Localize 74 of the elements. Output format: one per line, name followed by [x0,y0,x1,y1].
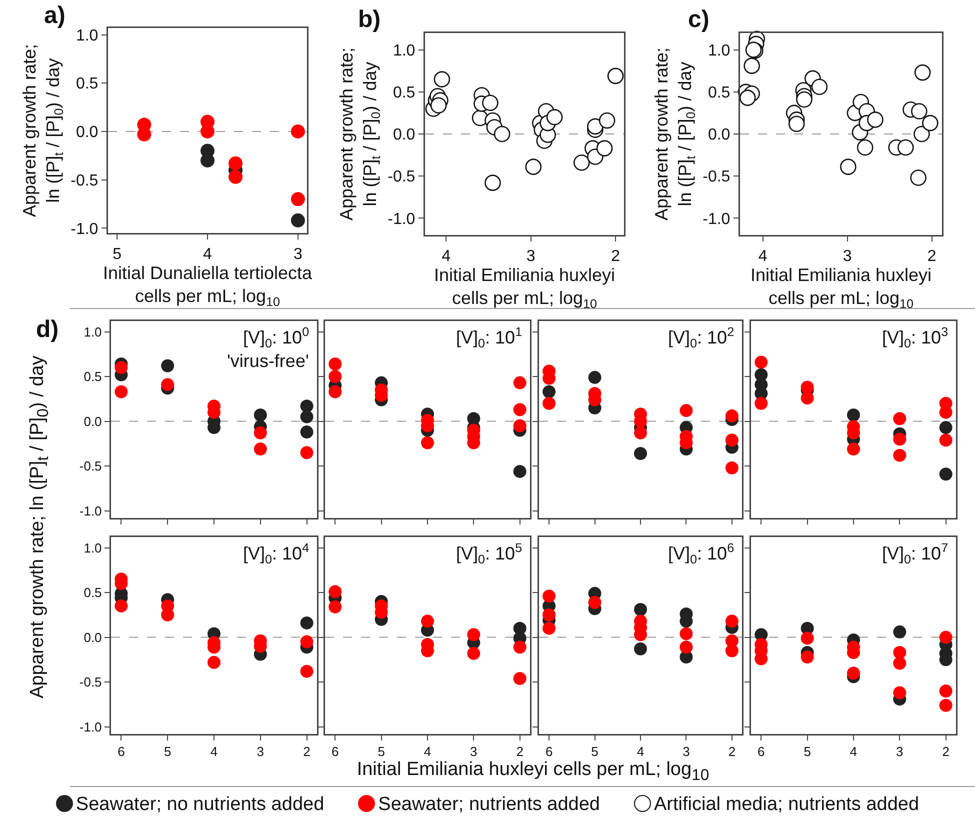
y-tick-label: 0.5 [84,585,102,600]
x-axis-title: Initial Emiliania huxleyi cells per mL; log$_{10}$ [434,264,616,311]
annotation: [V]$_{0}$: 10$^{7}$ [882,541,948,566]
y-tick-label: 1.0 [76,27,98,44]
chart-title: d) [36,316,59,344]
y-tick-label: -0.5 [79,674,102,690]
chart-title: b) [358,6,381,34]
annotation: [V]$_{0}$: 10$^{6}$ [668,541,734,566]
annotation: [V]$_{0}$: 10$^{4}$ [243,541,310,566]
x-tick-label: 6 [758,744,765,760]
y-tick-label: 0.5 [84,369,102,384]
annotation: 'virus-free' [227,351,309,371]
y-tick-label: -0.5 [388,168,416,186]
y-tick-label: 0.0 [392,126,416,144]
x-tick-label: 6 [118,744,125,760]
y-tick-label: -1.0 [702,210,730,228]
annotation: [V]$_{0}$: 10$^{0}$ [243,325,310,350]
x-tick-label: 3 [526,248,536,265]
x-tick-label: 3 [470,744,478,760]
y-tick-label: 1.0 [84,540,102,556]
annotation: [V]$_{0}$: 10$^{3}$ [882,325,948,350]
annotation: [V]$_{0}$: 10$^{2}$ [668,325,734,350]
annotation: [V]$_{0}$: 10$^{1}$ [456,325,522,350]
y-tick-label: -1.0 [79,719,102,734]
y-tick-label: 0.0 [84,630,102,645]
x-tick-label: 6 [545,744,553,760]
x-tick-label: 3 [682,744,690,760]
y-tick-label: -0.5 [70,172,98,190]
x-tick-label: 3 [896,744,904,760]
x-axis-title: Initial Emiliania huxleyi cells per mL; log$_{10}$ [356,759,710,785]
x-tick-label: 3 [842,248,852,265]
y-tick-label: 1.0 [392,42,416,60]
y-tick-label: -1.0 [79,503,102,518]
x-tick-label: 4 [424,744,432,760]
chart-title: a) [44,2,66,30]
y-tick-label: 1.0 [84,324,102,340]
x-axis-title: Initial Emiliania huxleyi cells per mL; log$_{10}$ [750,264,932,311]
x-tick-label: 2 [728,744,736,760]
legend-label: Seawater; no nutrients added [76,794,324,815]
y-tick-label: 0.0 [84,414,102,429]
y-tick-label: -1.0 [388,210,416,228]
x-tick-label: 4 [850,744,858,760]
x-tick-label: 5 [804,744,811,760]
x-tick-label: 6 [332,744,339,760]
x-tick-label: 4 [203,246,212,263]
x-tick-label: 4 [210,744,218,760]
x-tick-label: 2 [927,248,936,265]
x-tick-label: 4 [758,248,768,265]
legend-label: Artificial media; nutrients added [654,794,920,815]
x-tick-label: 3 [293,246,302,263]
legend-label: Seawater; nutrients added [378,794,600,815]
chart-title: c) [688,6,710,34]
x-tick-label: 5 [591,744,598,760]
y-tick-label: 0.0 [708,126,730,144]
x-tick-label: 4 [442,248,451,265]
x-tick-label: 5 [112,246,122,263]
y-tick-label: 0.5 [708,84,730,102]
x-axis-title: Initial Dunaliella tertiolecta cells per mL; log$_{10}$ [102,262,314,309]
y-tick-label: -0.5 [702,168,730,186]
x-tick-label: 2 [303,744,310,760]
x-tick-label: 5 [378,744,385,760]
y-tick-label: 0.5 [76,76,98,93]
x-tick-label: 2 [942,744,950,760]
annotation: [V]$_{0}$: 10$^{5}$ [456,541,522,566]
x-tick-label: 2 [516,744,524,760]
x-tick-label: 4 [636,744,644,760]
y-tick-label: 1.0 [708,42,730,60]
y-tick-label: 0.0 [76,124,98,142]
x-tick-label: 5 [164,744,172,760]
y-tick-label: 0.5 [392,84,416,102]
y-tick-label: -1.0 [70,220,98,238]
y-tick-label: -0.5 [79,458,102,474]
x-tick-label: 3 [256,744,264,760]
x-tick-label: 2 [611,248,620,265]
